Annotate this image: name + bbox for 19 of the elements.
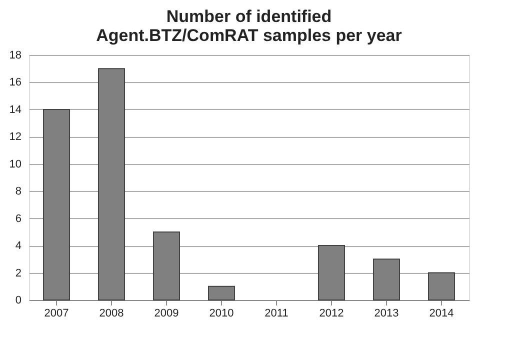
- y-tick-label: 0: [15, 294, 22, 306]
- y-tick-label: 4: [15, 240, 22, 252]
- y-tick-label: 16: [9, 76, 22, 89]
- chart-title: Number of identified Agent.BTZ/ComRAT samples per year: [96, 7, 402, 45]
- x-tick-label: 2013: [374, 308, 399, 320]
- x-tick-label: 2008: [99, 308, 124, 320]
- x-tick-label: 2012: [319, 308, 344, 320]
- y-tick-label: 14: [9, 104, 22, 116]
- y-tick-label: 8: [15, 186, 22, 198]
- y-tick-label: 6: [15, 212, 22, 225]
- y-tick-label: 12: [9, 131, 22, 144]
- y-tick-label: 18: [9, 50, 22, 62]
- x-tick-label: 2011: [264, 308, 288, 320]
- y-tick-label: 2: [15, 267, 22, 280]
- x-tick-label: 2007: [44, 308, 69, 320]
- y-tick-label: 10: [9, 158, 22, 170]
- x-tick-label: 2009: [154, 308, 179, 320]
- x-tick-label: 2010: [209, 308, 234, 320]
- x-tick-label: 2014: [429, 308, 454, 320]
